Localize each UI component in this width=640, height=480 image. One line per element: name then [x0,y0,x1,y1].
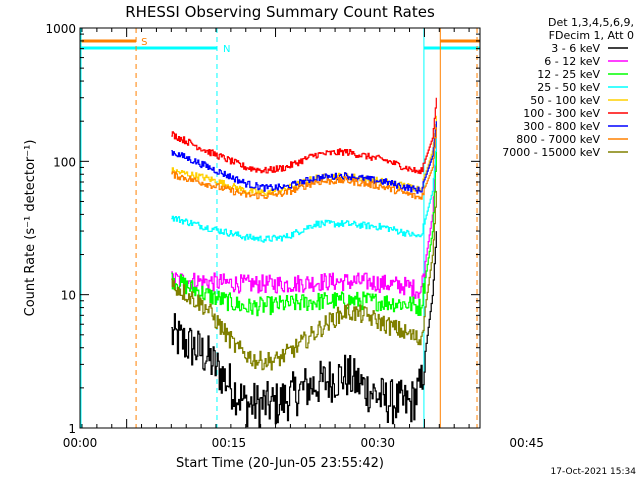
timestamp: 17-Oct-2021 15:34 [551,467,637,477]
chart-title: RHESSI Observing Summary Count Rates [125,3,435,21]
x-tick-label: 00:00 [63,436,98,450]
series-line [171,127,437,200]
x-tick-label: 00:15 [212,436,247,450]
x-axis-label: Start Time (20-Jun-05 23:55:42) [176,456,384,471]
y-tick-label: 1 [68,422,76,436]
legend-label: 800 - 7000 keV [516,133,600,146]
legend-label: 3 - 6 keV [551,42,600,55]
plot-area [79,27,481,429]
series-line [171,231,437,428]
legend-label: 100 - 300 keV [523,107,600,120]
y-tick-label: 100 [53,155,76,169]
legend-label: 300 - 800 keV [523,120,600,133]
legend-label: 12 - 25 keV [537,68,600,81]
series-line [171,121,437,194]
legend-label: 25 - 50 keV [537,81,600,94]
series-line [171,97,437,175]
series-line [171,190,437,371]
series-lines [171,97,437,428]
series-line [171,137,437,243]
saa-flag-label: S [141,37,147,48]
legend-header-line-1: Det 1,3,4,5,6,9, [548,16,634,29]
y-tick-label: 1000 [45,22,76,36]
y-axis-ticks: 1 10 100 1000 [45,22,480,436]
y-axis-label: Count Rate (s⁻¹ detector⁻¹) [23,140,38,317]
series-line [171,137,437,299]
x-tick-label: 00:45 [509,436,544,450]
legend-header-line-2: FDecim 1, Att 0 [549,29,634,42]
series-line [171,150,437,317]
x-tick-label: 00:30 [360,436,395,450]
night-flag-label: N [223,44,230,55]
observing-flags: SN [80,37,480,55]
legend-label: 7000 - 15000 keV [502,146,600,159]
vertical-markers [80,28,478,428]
legend-label: 50 - 100 keV [530,94,600,107]
legend-label: 6 - 12 keV [544,55,600,68]
y-tick-label: 10 [61,289,76,303]
